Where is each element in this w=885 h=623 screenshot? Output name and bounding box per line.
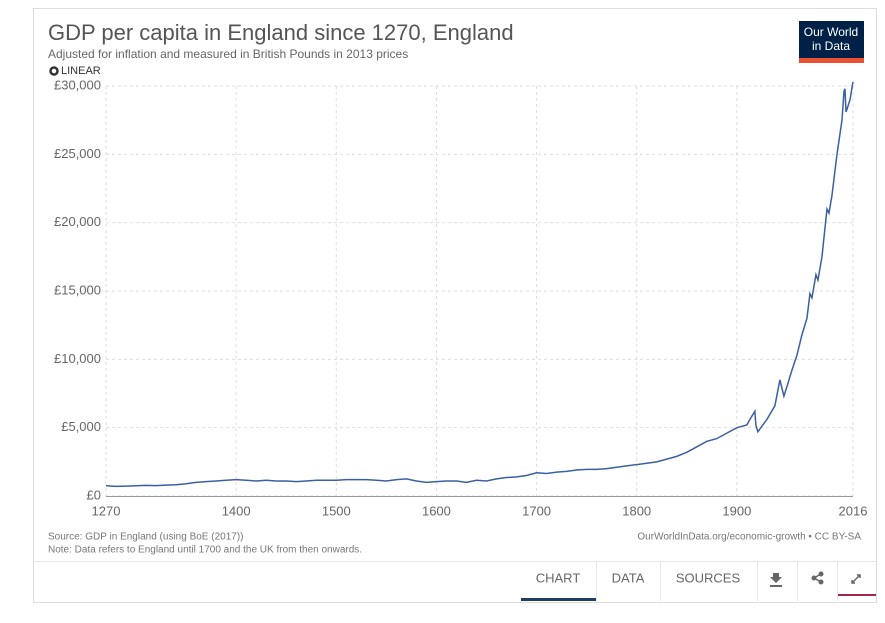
y-tick-label: £5,000 — [61, 419, 101, 434]
logo-bar — [799, 58, 864, 63]
scale-label[interactable]: LINEAR — [61, 65, 101, 77]
data-line — [105, 81, 854, 488]
y-tick-label: £30,000 — [54, 77, 101, 92]
logo[interactable] — [799, 21, 864, 63]
x-tick-label: 1270 — [92, 503, 121, 518]
y-tick-label: £20,000 — [54, 214, 101, 229]
y-tick-label: £10,000 — [54, 351, 101, 366]
share-icon[interactable] — [811, 571, 824, 585]
x-tick-label: 1900 — [722, 503, 751, 518]
x-tick-label: 1500 — [322, 503, 351, 518]
license[interactable]: OurWorldInData.org/economic-growth • CC … — [637, 532, 861, 543]
expand-icon[interactable] — [851, 574, 861, 584]
scale-toggle[interactable]: LINEAR — [49, 65, 101, 77]
tab[interactable] — [521, 562, 596, 601]
card — [33, 8, 877, 603]
x-tick-label: 1700 — [522, 503, 551, 518]
y-tick-label: £0 — [87, 487, 101, 502]
x-tick-label: 1600 — [422, 503, 451, 518]
gear-icon — [49, 66, 59, 76]
note: Note: Data refers to England until 1700 … — [48, 545, 362, 556]
y-tick-label: £15,000 — [54, 282, 101, 297]
tab-label[interactable]: CHART — [536, 570, 581, 585]
x-tick-label: 2016 — [839, 503, 868, 518]
tab-label[interactable]: SOURCES — [676, 570, 741, 585]
chart-subtitle: Adjusted for inflation and measured in B… — [48, 47, 408, 61]
chart-title: GDP per capita in England since 1270, En… — [48, 20, 514, 45]
tab-label[interactable]: DATA — [612, 570, 645, 585]
logo-text: in Data — [812, 39, 850, 53]
x-tick-label: 1800 — [622, 503, 651, 518]
logo-text: Our World — [804, 25, 858, 39]
y-tick-label: £25,000 — [54, 146, 101, 161]
x-tick-label: 1400 — [222, 503, 251, 518]
tab-underline — [521, 598, 596, 601]
download-icon[interactable] — [770, 573, 782, 587]
source: Source: GDP in England (using BoE (2017)… — [48, 532, 243, 543]
expand-underline — [838, 594, 876, 596]
